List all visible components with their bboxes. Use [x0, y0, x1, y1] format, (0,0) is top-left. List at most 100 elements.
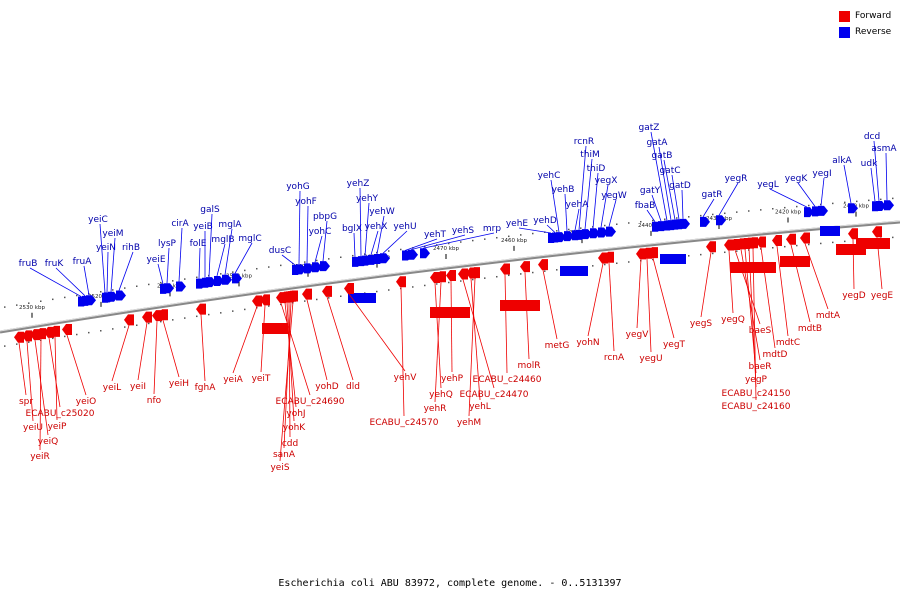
gene-arrow[interactable] [164, 283, 174, 294]
gene-arrow[interactable] [436, 271, 446, 283]
gene-yege[interactable]: yegE [871, 226, 894, 301]
gene-yeiu[interactable]: yeiU [22, 330, 43, 433]
gene-arrow[interactable] [396, 276, 406, 288]
gene-arrow[interactable] [804, 207, 814, 218]
gene-nfo[interactable]: nfo [147, 310, 162, 406]
gene-mdta[interactable]: mdtA [800, 232, 841, 321]
gene-ecabu-c24570[interactable]: ECABU_c24570 [370, 276, 439, 428]
gene-asma[interactable]: asmA [871, 144, 897, 211]
gene-arrow[interactable] [786, 233, 796, 245]
gene-arrow[interactable] [500, 263, 510, 275]
gene-arrow[interactable] [320, 261, 330, 272]
gene-cira[interactable]: cirA [171, 219, 189, 292]
gene-fgha[interactable]: fghA [195, 303, 217, 393]
gene-yegl[interactable]: yegL [757, 180, 814, 218]
gene-arrow[interactable] [458, 268, 468, 280]
gene-arrow[interactable] [322, 285, 332, 297]
gene-yehv[interactable]: yehV [344, 282, 417, 383]
gene-yehs[interactable]: yehS [408, 226, 474, 260]
gene-arrow[interactable] [36, 328, 46, 340]
gene-arrow[interactable] [380, 253, 390, 264]
gene-arrow[interactable] [606, 226, 616, 237]
gene-arrow[interactable] [872, 226, 882, 238]
gene-arrow[interactable] [232, 273, 242, 284]
gene-mglb[interactable]: mglB [211, 235, 235, 286]
gene-arrow[interactable] [196, 303, 206, 315]
gene-arrow[interactable] [252, 295, 262, 307]
gene-yehm[interactable]: yehM [457, 267, 481, 428]
gene-yohg[interactable]: yohG [286, 182, 310, 275]
gene-arrow[interactable] [62, 323, 72, 335]
gene-yehp[interactable]: yehP [441, 269, 464, 384]
gene-arrow[interactable] [222, 274, 232, 285]
gene-arrow[interactable] [124, 314, 134, 326]
gene-yeit[interactable]: yeiT [252, 294, 271, 384]
gene-arrow[interactable] [848, 228, 858, 240]
gene-arrow[interactable] [756, 236, 766, 248]
gene-arrow[interactable] [420, 248, 430, 259]
gene-yeia[interactable]: yeiA [223, 295, 262, 385]
gene-yegx[interactable]: yegX [595, 176, 618, 238]
gene-mgla[interactable]: mglA [218, 220, 242, 285]
gene-frua[interactable]: fruA [73, 257, 96, 306]
gene-arrow[interactable] [642, 247, 652, 259]
gene-yohf[interactable]: yohF [295, 197, 317, 274]
gene-arrow[interactable] [206, 277, 216, 288]
gene-arrow[interactable] [636, 248, 646, 260]
gene-arrow[interactable] [604, 251, 614, 263]
gene-gals[interactable]: galS [200, 205, 220, 288]
gene-arrow[interactable] [408, 249, 418, 260]
gene-yeir[interactable]: yeiR [30, 328, 50, 462]
gene-mdtc[interactable]: mdtC [772, 235, 800, 348]
gene-arrow[interactable] [556, 232, 566, 243]
gene-arrow[interactable] [302, 288, 312, 300]
gene-arrow[interactable] [724, 239, 734, 251]
gene-yegr[interactable]: yegR [716, 174, 747, 226]
gene-yegt[interactable]: yegT [648, 247, 686, 350]
gene-yehu[interactable]: yehU [380, 222, 417, 264]
gene-yohc[interactable]: yohC [309, 227, 332, 273]
gene-arrow[interactable] [176, 281, 186, 292]
gene-alka[interactable]: alkA [832, 156, 858, 214]
gene-ecabu-c24460[interactable]: ECABU_c24460 [473, 263, 542, 385]
gene-rcna[interactable]: rcnA [604, 251, 625, 363]
gene-arrow[interactable] [520, 261, 530, 273]
gene-arrow[interactable] [538, 259, 548, 271]
gene-molr[interactable]: molR [517, 261, 541, 371]
gene-arrow[interactable] [260, 294, 270, 306]
gene-thim[interactable]: thiM [580, 150, 600, 240]
gene-arrow[interactable] [876, 200, 886, 211]
gene-yegv[interactable]: yegV [626, 248, 650, 340]
gene-yeip[interactable]: yeiP [48, 325, 67, 432]
gene-arrow[interactable] [296, 264, 306, 275]
gene-yegq[interactable]: yegQ [721, 239, 745, 325]
gene-arrow[interactable] [214, 275, 224, 286]
gene-mglc[interactable]: mglC [232, 234, 262, 284]
gene-arrow[interactable] [304, 263, 314, 274]
gene-lysp[interactable]: lysP [158, 239, 177, 294]
gene-arrow[interactable] [344, 282, 354, 294]
gene-yeii[interactable]: yeiI [130, 311, 152, 392]
gene-arrow[interactable] [648, 247, 658, 259]
gene-arrow[interactable] [564, 231, 574, 242]
gene-ecabu-c24160[interactable]: ECABU_c24160 [722, 237, 791, 412]
gene-gatd[interactable]: gatD [669, 181, 691, 229]
gene-yegs[interactable]: yegS [690, 241, 716, 329]
gene-arrow[interactable] [700, 216, 710, 227]
gene-yeil[interactable]: yeiL [103, 314, 134, 393]
gene-yeih[interactable]: yeiH [158, 309, 189, 389]
gene-arrow[interactable] [748, 237, 758, 249]
gene-arrow[interactable] [312, 262, 322, 273]
gene-arrow[interactable] [14, 331, 24, 343]
gene-gatr[interactable]: gatR [700, 190, 723, 227]
gene-arrow[interactable] [818, 205, 828, 216]
gene-arrow[interactable] [598, 252, 608, 264]
gene-arrow[interactable] [680, 218, 690, 229]
gene-arrow[interactable] [582, 229, 592, 240]
gene-pbpg[interactable]: pbpG [313, 212, 337, 272]
gene-rihb[interactable]: rihB [116, 243, 140, 301]
gene-arrow[interactable] [86, 295, 96, 306]
gene-arrow[interactable] [730, 238, 740, 250]
gene-arrow[interactable] [116, 290, 126, 301]
gene-ecabu-c24470[interactable]: ECABU_c24470 [458, 268, 529, 400]
